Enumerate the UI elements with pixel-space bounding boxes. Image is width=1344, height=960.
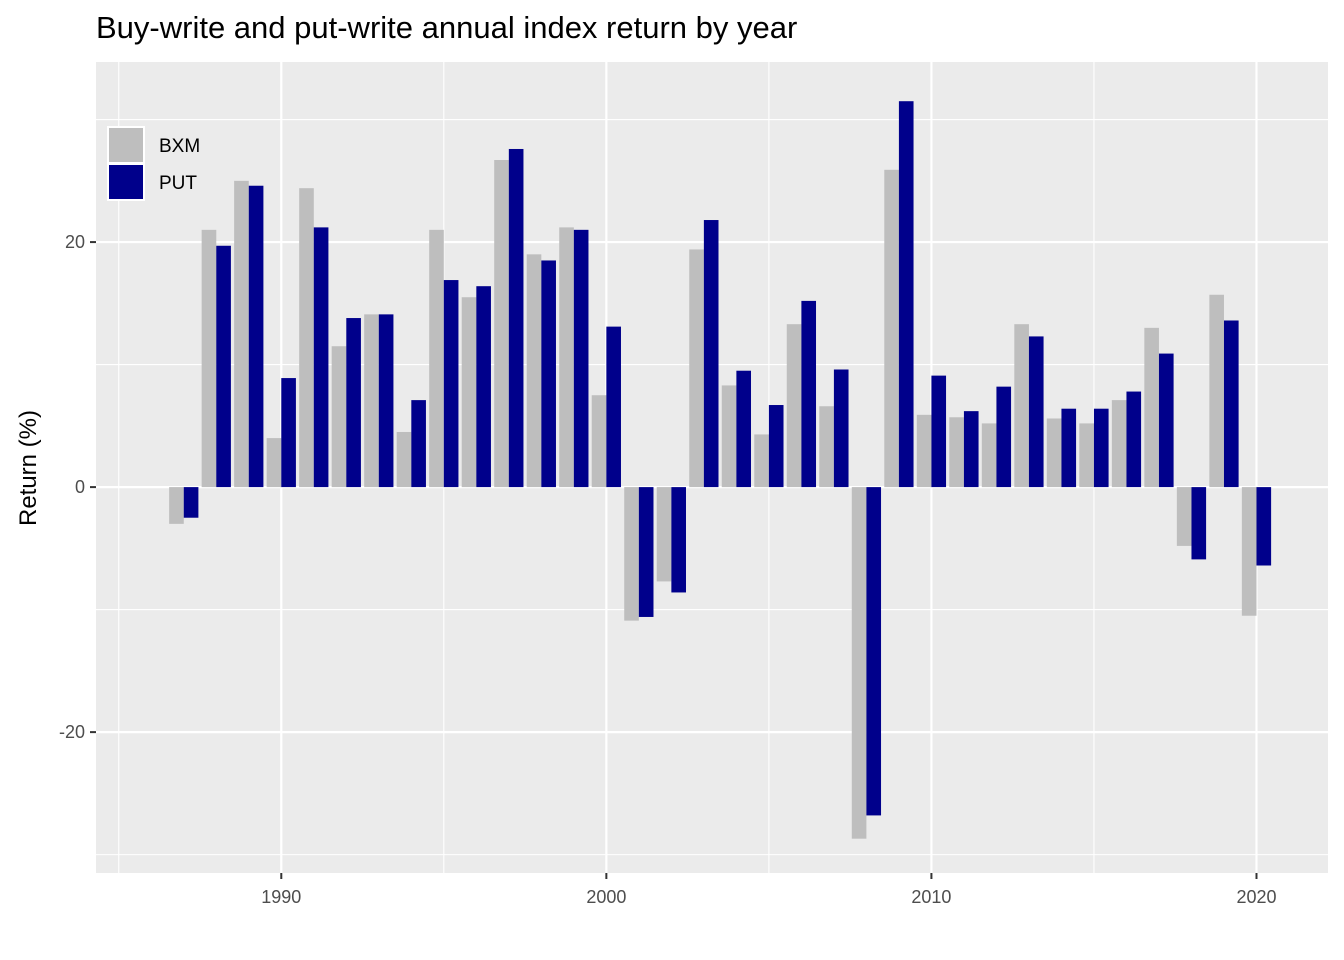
bar-put-2020	[1256, 487, 1272, 566]
bar-put-1989	[248, 185, 264, 488]
bar-bxm-2004	[721, 385, 737, 488]
bar-bxm-2017	[1144, 327, 1159, 488]
bar-bxm-1996	[461, 297, 477, 488]
bar-put-2007	[833, 369, 849, 488]
bar-bxm-2009	[884, 169, 899, 488]
bar-put-1997	[508, 148, 524, 488]
bar-put-1998	[541, 260, 556, 488]
bar-put-2005	[768, 405, 784, 488]
legend-label-put: PUT	[159, 173, 197, 194]
bar-bxm-2012	[981, 423, 997, 488]
bar-put-2013	[1028, 336, 1044, 488]
bar-bxm-1990	[266, 438, 282, 488]
bar-put-2016	[1126, 391, 1142, 488]
bar-bxm-1999	[559, 227, 574, 488]
bar-put-2000	[606, 326, 621, 488]
bar-bxm-2013	[1014, 324, 1029, 488]
y-tick-label: 20	[65, 232, 85, 252]
bar-bxm-2001	[624, 487, 639, 621]
bar-put-2001	[638, 487, 654, 617]
bar-put-2019	[1223, 320, 1239, 488]
legend-key-put	[107, 163, 145, 201]
legend-label-bxm: BXM	[159, 136, 200, 157]
bar-bxm-2000	[591, 395, 607, 488]
y-axis-title: Return (%)	[15, 410, 42, 526]
bar-put-1999	[573, 229, 589, 488]
bar-bxm-2018	[1176, 487, 1192, 546]
bar-bxm-2005	[754, 434, 769, 488]
x-axis: 1990 2000 2010 2020	[261, 873, 1277, 907]
x-tick-label: 2020	[1236, 887, 1276, 907]
bar-put-2009	[898, 101, 914, 488]
bar-bxm-1989	[234, 180, 249, 488]
bar-put-2017	[1158, 353, 1174, 488]
bar-bxm-1997	[494, 160, 509, 488]
bar-put-2011	[963, 411, 979, 488]
bar-put-1993	[378, 314, 394, 488]
y-tick-label: -20	[59, 722, 85, 742]
bar-bxm-1995	[429, 229, 444, 488]
bar-put-2018	[1191, 487, 1207, 560]
legend: BXM PUT	[107, 126, 200, 201]
chart-title: Buy-write and put-write annual index ret…	[96, 10, 798, 45]
bar-put-2008	[866, 487, 882, 816]
bar-bxm-1991	[299, 188, 314, 488]
bar-put-2004	[736, 370, 752, 488]
bar-bxm-1994	[396, 431, 412, 488]
bar-bxm-1987	[169, 487, 184, 524]
bar-put-2014	[1061, 408, 1077, 488]
bar-put-1994	[411, 400, 426, 488]
bar-put-1995	[443, 280, 459, 488]
bar-bxm-2016	[1111, 400, 1127, 488]
bar-put-2010	[931, 375, 947, 488]
bar-put-2006	[801, 300, 817, 488]
bar-bxm-1988	[201, 229, 217, 488]
bar-bxm-2003	[689, 249, 704, 488]
bar-bxm-2020	[1241, 487, 1257, 616]
bar-put-2015	[1093, 408, 1109, 488]
bar-bxm-1998	[526, 254, 542, 488]
bar-put-1992	[346, 318, 361, 488]
bar-put-1988	[216, 245, 231, 488]
y-tick-label: 0	[75, 477, 85, 497]
bars	[169, 101, 1272, 839]
bar-put-1987	[183, 487, 199, 518]
y-axis: -20 0 20	[59, 232, 96, 742]
x-tick-label: 2010	[911, 887, 951, 907]
legend-key-bxm	[107, 126, 145, 164]
bar-bxm-2006	[786, 324, 802, 488]
bar-bxm-2011	[949, 417, 964, 488]
bar-bxm-2019	[1209, 294, 1224, 488]
bar-put-2002	[671, 487, 686, 593]
bar-put-2003	[703, 220, 719, 488]
bar-bxm-2008	[851, 487, 867, 839]
bar-bxm-1992	[331, 346, 347, 488]
bar-bxm-2010	[916, 414, 932, 488]
bar-bxm-2015	[1079, 423, 1094, 488]
bar-put-1996	[476, 286, 491, 488]
bar-put-1991	[313, 227, 329, 488]
bar-bxm-1993	[364, 314, 379, 488]
bar-put-2012	[996, 386, 1012, 488]
bar-put-1990	[281, 378, 296, 488]
bar-bxm-2014	[1046, 418, 1062, 488]
x-tick-label: 1990	[261, 887, 301, 907]
bar-bxm-2007	[819, 406, 834, 488]
x-tick-label: 2000	[586, 887, 626, 907]
bar-bxm-2002	[656, 487, 672, 582]
